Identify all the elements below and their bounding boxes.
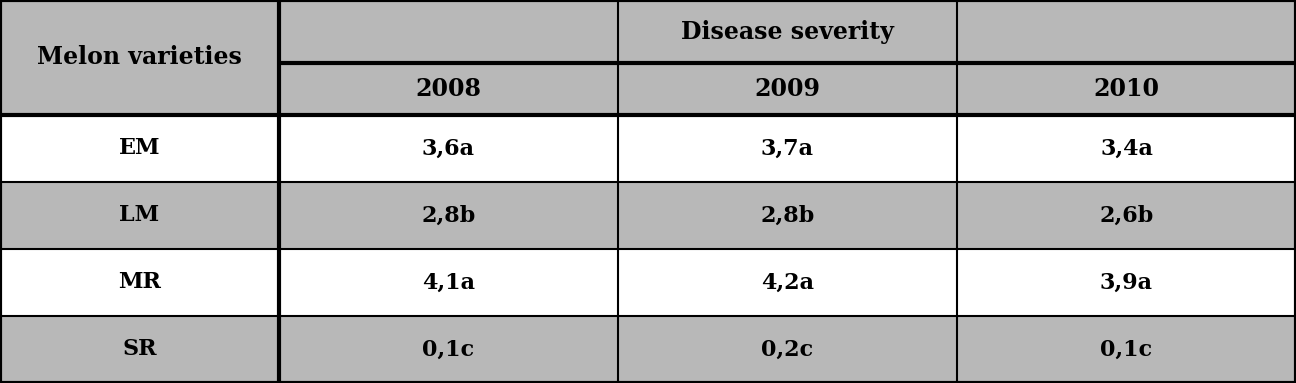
Text: 0,1c: 0,1c [1100,339,1152,360]
Text: EM: EM [118,137,161,159]
Bar [279,249,618,316]
Text: 2,8b: 2,8b [421,205,476,226]
Text: 2009: 2009 [754,77,820,101]
Text: Melon varieties: Melon varieties [36,46,242,69]
Bar [279,0,1296,63]
Bar [956,63,1296,115]
Bar [0,182,279,249]
Text: 4,2a: 4,2a [761,272,814,293]
Text: 4,1a: 4,1a [421,272,474,293]
Text: 2,6b: 2,6b [1099,205,1153,226]
Bar [279,115,618,182]
Text: 0,1c: 0,1c [422,339,474,360]
Bar [279,316,618,383]
Text: 3,6a: 3,6a [421,137,474,159]
Text: 2008: 2008 [415,77,481,101]
Bar [0,115,279,182]
Text: 0,2c: 0,2c [761,339,814,360]
Bar [279,63,618,115]
Bar [618,63,956,115]
Text: MR: MR [118,272,161,293]
Text: Disease severity: Disease severity [680,20,894,44]
Text: 3,9a: 3,9a [1100,272,1153,293]
Bar [618,316,956,383]
Bar [956,115,1296,182]
Bar [956,316,1296,383]
Bar [0,0,279,115]
Bar [0,316,279,383]
Bar [956,182,1296,249]
Text: 3,4a: 3,4a [1100,137,1153,159]
Text: 3,7a: 3,7a [761,137,814,159]
Text: SR: SR [122,339,157,360]
Text: LM: LM [119,205,159,226]
Bar [0,249,279,316]
Bar [956,249,1296,316]
Text: 2,8b: 2,8b [761,205,814,226]
Bar [618,182,956,249]
Text: 2010: 2010 [1094,77,1160,101]
Bar [279,182,618,249]
Bar [618,249,956,316]
Bar [618,115,956,182]
